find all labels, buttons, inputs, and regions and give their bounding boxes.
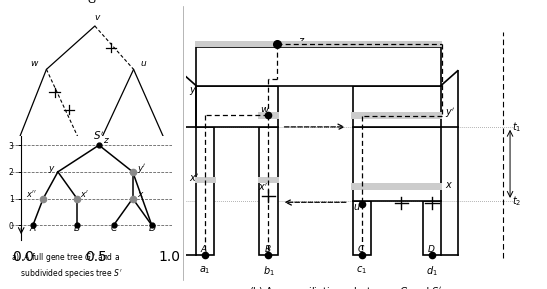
Bar	[351, 112, 443, 118]
Text: $C$: $C$	[109, 222, 118, 233]
Text: $z$: $z$	[298, 36, 306, 46]
Text: $x$: $x$	[137, 190, 145, 199]
Text: $d_1$: $d_1$	[73, 143, 84, 155]
Text: $w$: $w$	[260, 105, 270, 115]
Text: $A$: $A$	[29, 222, 37, 233]
Bar	[196, 127, 214, 255]
Text: $u$: $u$	[139, 60, 147, 68]
Text: $t_1$: $t_1$	[512, 120, 521, 134]
Bar	[353, 86, 441, 127]
Text: $x$: $x$	[445, 180, 453, 190]
Bar	[353, 201, 371, 255]
Text: a)  A full gene tree $G^{\circ}$ and a
    subdivided species tree $S'$: a) A full gene tree $G^{\circ}$ and a su…	[11, 251, 123, 280]
Text: (b) A reconciliation $\alpha$ between $G$ and $S'$: (b) A reconciliation $\alpha$ between $G…	[249, 285, 443, 289]
Text: $x'$: $x'$	[189, 172, 199, 184]
Text: $a_1$: $a_1$	[199, 264, 211, 275]
Bar	[423, 201, 441, 255]
Text: $y'$: $y'$	[445, 106, 455, 120]
Text: $B$: $B$	[73, 222, 81, 233]
Text: $c_1$: $c_1$	[159, 145, 170, 155]
Text: $S'$: $S'$	[94, 130, 104, 142]
Text: $x'$: $x'$	[258, 181, 268, 193]
Text: $B$: $B$	[264, 243, 272, 254]
Text: $y$: $y$	[189, 85, 197, 97]
Bar	[258, 177, 279, 183]
Text: $C$: $C$	[357, 243, 365, 254]
Bar	[196, 86, 278, 127]
Bar	[258, 112, 279, 118]
Text: $c_1$: $c_1$	[356, 264, 368, 275]
Text: $y'$: $y'$	[137, 162, 147, 175]
Text: $y$: $y$	[48, 164, 55, 175]
Bar	[195, 40, 443, 47]
Text: $D$: $D$	[427, 243, 435, 254]
Bar	[196, 47, 441, 86]
Bar	[353, 127, 441, 201]
Text: $b_1$: $b_1$	[96, 143, 107, 155]
Bar	[351, 183, 443, 190]
Text: $d_1$: $d_1$	[426, 264, 438, 277]
Text: $D$: $D$	[148, 222, 156, 233]
Text: $w$: $w$	[31, 60, 40, 68]
Text: $b_1$: $b_1$	[263, 264, 275, 277]
Text: $u$: $u$	[353, 202, 360, 212]
Bar	[259, 127, 278, 255]
Bar	[195, 177, 216, 183]
Text: $v$: $v$	[95, 13, 102, 22]
Text: $x''$: $x''$	[26, 188, 36, 199]
Text: $a_1$: $a_1$	[14, 145, 25, 155]
Text: $t_2$: $t_2$	[512, 194, 521, 208]
Text: $x'$: $x'$	[80, 188, 89, 199]
Text: $z$: $z$	[103, 136, 110, 145]
Text: $G^{\circ}$: $G^{\circ}$	[88, 0, 102, 6]
Text: $A$: $A$	[201, 243, 208, 254]
